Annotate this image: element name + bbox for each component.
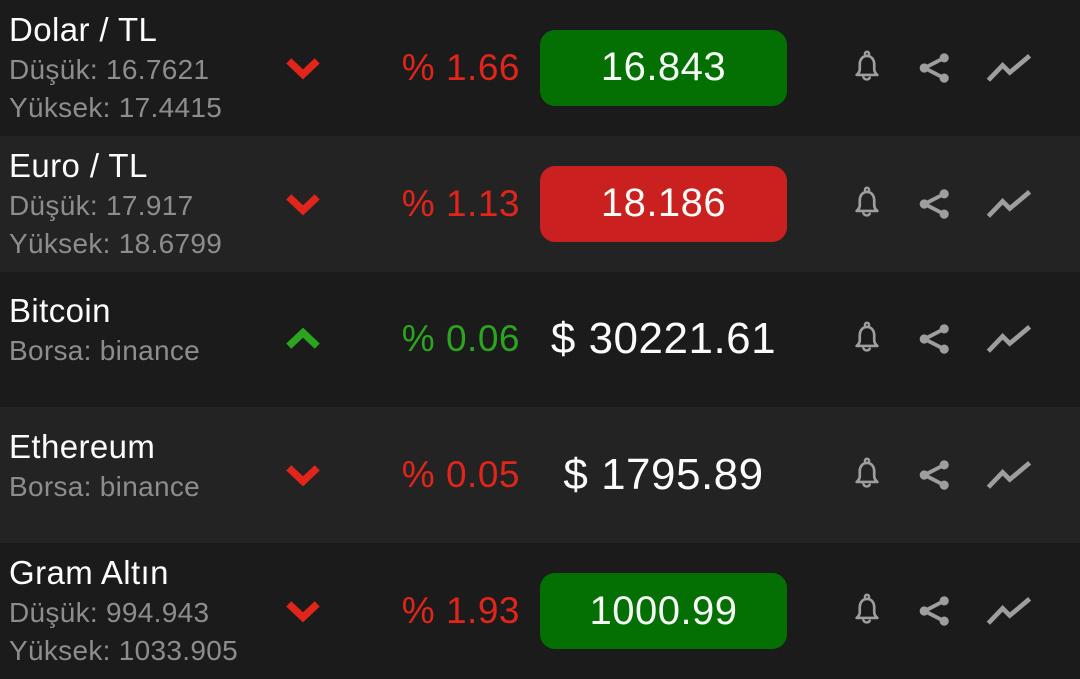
trend-line-icon[interactable] [986, 53, 1032, 83]
price-badge: 16.843 [540, 29, 787, 106]
asset-name: Bitcoin [9, 292, 111, 330]
asset-row-ethereum[interactable]: Ethereum Borsa: binance % 0.05 $ 1795.89 [0, 407, 1080, 544]
trend-line-icon[interactable] [986, 324, 1032, 354]
price-badge: 1000.99 [540, 573, 787, 650]
chevron-down-icon [272, 597, 334, 625]
share-icon[interactable] [916, 320, 954, 358]
asset-row-dolar-tl[interactable]: Dolar / TL Düşük: 16.7621 Yüksek: 17.441… [0, 0, 1080, 136]
asset-exchange: Borsa: binance [9, 471, 200, 503]
percent-change: % 0.06 [401, 318, 520, 360]
percent-change: % 1.93 [401, 590, 520, 632]
share-icon[interactable] [916, 185, 954, 223]
chevron-down-icon [272, 461, 334, 489]
asset-info: Euro / TL Düşük: 17.917 Yüksek: 18.6799 [0, 145, 272, 263]
trend-line-icon[interactable] [986, 596, 1032, 626]
asset-exchange: Borsa: binance [9, 335, 200, 367]
share-icon[interactable] [916, 592, 954, 630]
chevron-up-icon [272, 325, 334, 353]
asset-name: Dolar / TL [9, 10, 158, 48]
asset-row-gram-altin[interactable]: Gram Altın Düşük: 994.943 Yüksek: 1033.9… [0, 543, 1080, 679]
price-value: $ 30221.61 [550, 314, 777, 364]
asset-info: Bitcoin Borsa: binance [0, 290, 272, 388]
price-badge: 18.186 [540, 165, 787, 242]
price-value: $ 1795.89 [563, 450, 764, 500]
chevron-down-icon [272, 54, 334, 82]
bell-icon[interactable] [850, 183, 884, 225]
share-icon[interactable] [916, 49, 954, 87]
asset-high-value: Yüksek: 1033.905 [9, 635, 238, 667]
bell-icon[interactable] [850, 590, 884, 632]
asset-name: Ethereum [9, 428, 156, 466]
percent-change: % 1.13 [401, 182, 520, 224]
asset-low-value: Düşük: 994.943 [9, 597, 210, 629]
trend-line-icon[interactable] [986, 189, 1032, 219]
percent-change: % 1.66 [401, 46, 520, 88]
asset-name: Euro / TL [9, 146, 148, 184]
percent-change: % 0.05 [401, 454, 520, 496]
asset-info: Dolar / TL Düşük: 16.7621 Yüksek: 17.441… [0, 9, 272, 127]
chevron-down-icon [272, 190, 334, 218]
bell-icon[interactable] [850, 47, 884, 89]
share-icon[interactable] [916, 456, 954, 494]
bell-icon[interactable] [850, 318, 884, 360]
asset-low-value: Düşük: 16.7621 [9, 53, 210, 85]
asset-row-euro-tl[interactable]: Euro / TL Düşük: 17.917 Yüksek: 18.6799 … [0, 135, 1080, 272]
asset-low-value: Düşük: 17.917 [9, 189, 194, 221]
asset-row-bitcoin[interactable]: Bitcoin Borsa: binance % 0.06 $ 30221.61 [0, 271, 1080, 408]
bell-icon[interactable] [850, 454, 884, 496]
asset-high-value: Yüksek: 18.6799 [9, 227, 223, 259]
trend-line-icon[interactable] [986, 460, 1032, 490]
asset-info: Gram Altın Düşük: 994.943 Yüksek: 1033.9… [0, 552, 272, 670]
asset-high-value: Yüksek: 17.4415 [9, 91, 223, 123]
asset-info: Ethereum Borsa: binance [0, 426, 272, 524]
asset-name: Gram Altın [9, 554, 169, 592]
